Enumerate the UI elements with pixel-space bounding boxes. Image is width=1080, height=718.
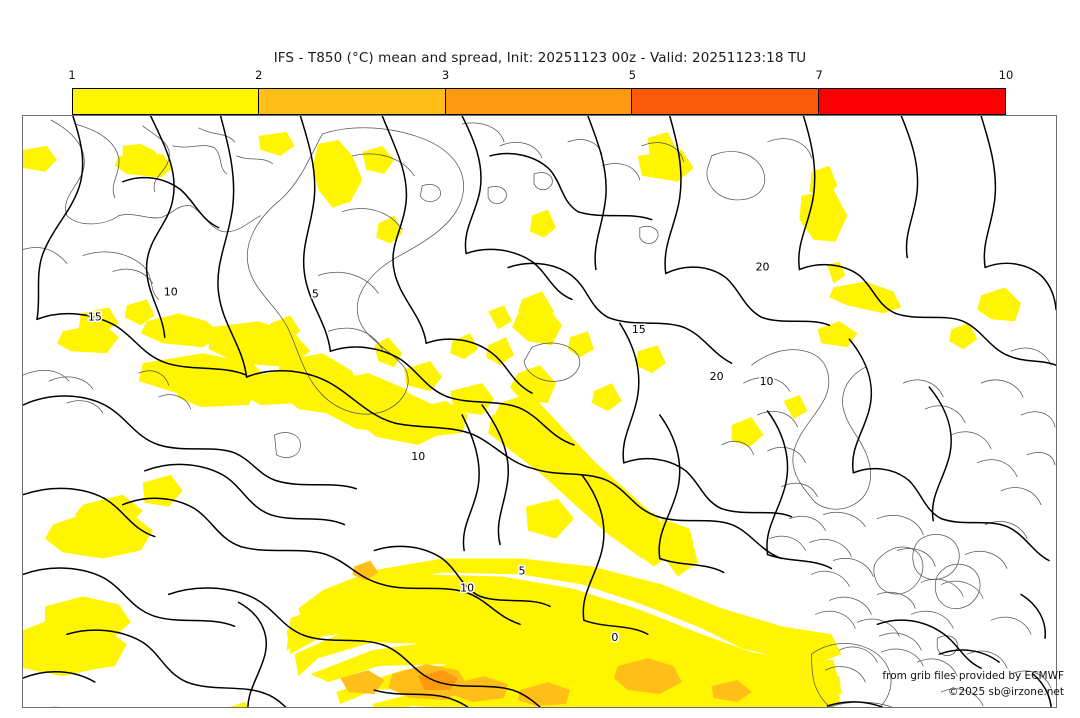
contour-lines bbox=[23, 116, 1056, 707]
colorbar-band-1-2 bbox=[73, 89, 260, 114]
colorbar-band-7-10 bbox=[818, 89, 1006, 114]
contour-label: 5 bbox=[312, 287, 319, 300]
contour-label: 15 bbox=[632, 323, 646, 336]
copyright-credit: ©2025 sb@irzone.net bbox=[947, 686, 1064, 698]
contour-label: 10 bbox=[460, 581, 474, 594]
contour-label: 20 bbox=[756, 260, 770, 273]
colorbar-tick-10: 10 bbox=[998, 68, 1014, 82]
contour-labels: 1015520152010105100105 bbox=[86, 259, 775, 646]
contour-label: 0 bbox=[611, 631, 618, 644]
colorbar-tick-7: 7 bbox=[815, 68, 823, 82]
contour-label: 10 bbox=[411, 450, 425, 463]
contour-label: 10 bbox=[164, 285, 178, 298]
spread-colorbar bbox=[72, 88, 1006, 115]
weather-map[interactable]: 1015520152010105100105 bbox=[22, 115, 1057, 708]
colorbar-tick-3: 3 bbox=[441, 68, 450, 82]
colorbar-band-2-3 bbox=[259, 89, 446, 114]
colorbar-tick-1: 1 bbox=[68, 68, 76, 82]
contour-label: 20 bbox=[710, 370, 724, 383]
colorbar-tick-labels: 1 2 3 5 7 10 bbox=[68, 68, 1013, 86]
colorbar-container: 1 2 3 5 7 10 bbox=[68, 68, 1013, 115]
colorbar-band-3-5 bbox=[445, 89, 633, 114]
contour-label: 15 bbox=[88, 310, 102, 323]
spread-shading-3-5 bbox=[418, 670, 459, 691]
page-title: IFS - T850 (°C) mean and spread, Init: 2… bbox=[273, 50, 807, 66]
colorbar-tick-5: 5 bbox=[628, 68, 637, 82]
coastlines bbox=[23, 119, 1056, 707]
map-canvas: 1015520152010105100105 bbox=[23, 116, 1056, 707]
data-source-credit: from grib files provided by ECMWF bbox=[882, 670, 1064, 682]
spread-shading-1-2 bbox=[23, 131, 1022, 707]
contour-label: 10 bbox=[760, 375, 774, 388]
colorbar-tick-2: 2 bbox=[255, 68, 263, 82]
colorbar-band-5-7 bbox=[632, 89, 819, 114]
contour-label: 5 bbox=[519, 564, 526, 577]
